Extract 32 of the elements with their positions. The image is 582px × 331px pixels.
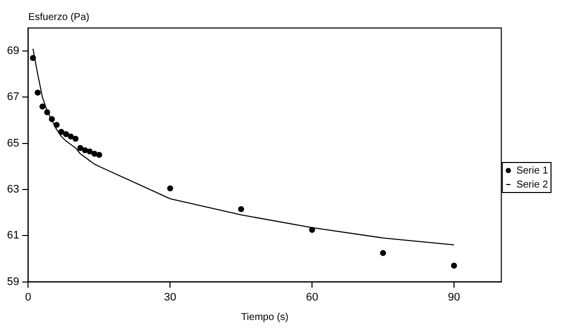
point [380,250,386,256]
point [34,90,41,96]
y-tick-label: 59 [6,276,20,288]
point [167,185,174,192]
point [48,116,55,122]
y-tick-label: 69 [6,45,20,58]
x-axis-title: Tiempo (s) [241,312,288,323]
x-tick-label: 60 [306,291,318,304]
point [39,103,46,110]
point [30,54,36,61]
point [63,131,70,138]
point [44,109,50,116]
point [68,133,74,140]
point [96,152,102,158]
point [77,144,84,151]
x-tick-label: 30 [164,291,176,304]
point [238,206,244,212]
point [309,226,316,233]
y-axis-title: Esfuerzo (Pa) [28,12,90,23]
point [86,148,93,154]
point [72,136,79,142]
y-tick-label: 61 [6,230,20,242]
point [54,122,60,128]
x-tick-label: 0 [25,291,32,304]
y-tick-label: 67 [6,91,20,104]
y-tick-label: 63 [6,184,20,196]
y-tick-label: 65 [6,137,20,150]
point [58,128,64,135]
point [451,262,458,269]
legend-label: Serie 1 [516,165,548,176]
legend-label: Serie 2 [516,179,548,190]
x-tick-label: 90 [448,291,460,304]
